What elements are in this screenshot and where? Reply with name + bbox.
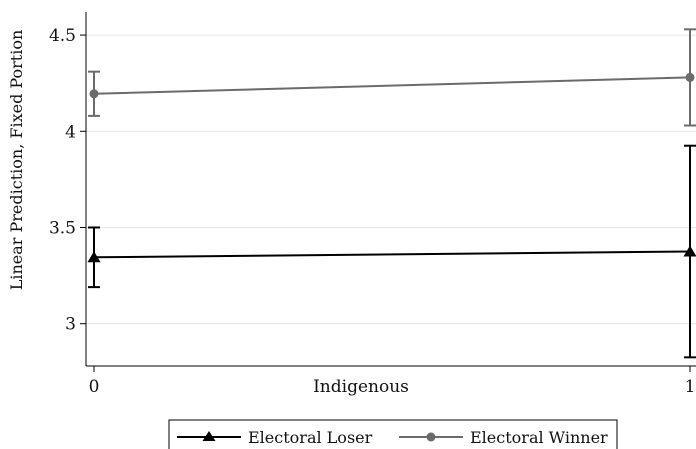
- point-1-1: [685, 72, 695, 82]
- legend-box: [168, 419, 618, 449]
- legend-winner-label: Electoral Winner: [470, 428, 608, 447]
- y-tick-label-1: 3.5: [49, 218, 76, 238]
- point-0-1: [683, 245, 696, 257]
- series-0: [87, 144, 696, 359]
- y-axis-ticks: 3 3.5 4 4.5: [49, 26, 86, 335]
- legend-winner-circle-icon: [426, 432, 436, 442]
- legend-loser-label: Electoral Loser: [248, 428, 373, 447]
- series-1: [88, 28, 696, 127]
- series-line-0: [93, 250, 691, 259]
- legend-loser-triangle-icon: [202, 431, 216, 441]
- series-line-1: [93, 76, 691, 95]
- x-tick-label-1: 1: [685, 377, 696, 397]
- x-tick-label-0: 0: [89, 377, 100, 397]
- y-axis-label: Linear Prediction, Fixed Portion: [7, 30, 26, 291]
- y-tick-label-3: 4.5: [49, 26, 76, 46]
- point-0-0: [87, 251, 101, 263]
- y-tick-label-0: 3: [65, 315, 76, 335]
- gridlines: [86, 34, 696, 325]
- y-tick-label-2: 4: [65, 122, 76, 142]
- legend: Electoral Loser Electoral Winner: [168, 419, 618, 449]
- series-layer: [87, 28, 696, 359]
- point-1-0: [89, 89, 99, 99]
- x-axis-label: Indigenous: [313, 377, 409, 397]
